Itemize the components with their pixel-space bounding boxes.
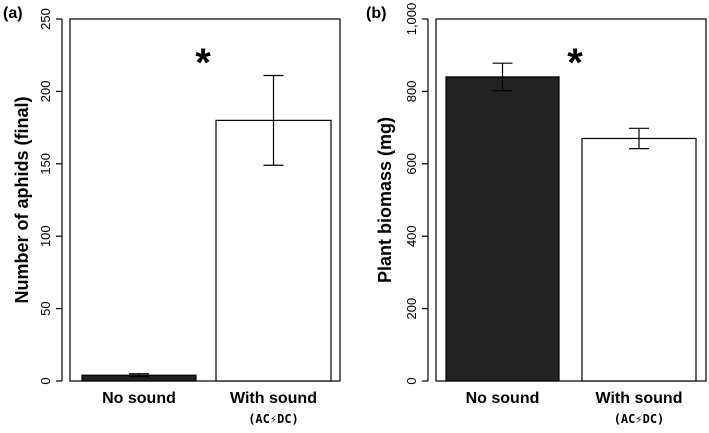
y-tick-label: 200 <box>404 298 419 320</box>
category-sublabel: (AC⚡DC) <box>248 412 299 426</box>
category-sublabel: (AC⚡DC) <box>614 412 665 426</box>
y-axis-label: Number of aphids (final) <box>12 96 32 303</box>
y-tick-label: 100 <box>38 225 53 247</box>
significance-star: * <box>195 41 211 85</box>
category-label: No sound <box>102 390 176 407</box>
y-tick-label: 0 <box>404 377 419 384</box>
y-tick-label: 50 <box>38 301 53 315</box>
panel-b: 0 200 400 600 800 1,000 Plant biomass (mg) (b) N… <box>366 3 707 426</box>
bar <box>581 137 697 382</box>
panel-a: 0 50 100 150 200 250 Number of aphids (final) (… <box>3 5 341 426</box>
y-tick-label: 250 <box>38 8 53 30</box>
category-label: With sound <box>596 390 683 407</box>
panel-label: (b) <box>366 5 386 22</box>
y-axis-label: Plant biomass (mg) <box>375 117 395 283</box>
y-tick-label: 1,000 <box>404 3 419 36</box>
bar <box>445 76 560 382</box>
category-label: With sound <box>230 390 317 407</box>
panel-label: (a) <box>3 5 23 22</box>
category-label: No sound <box>466 390 540 407</box>
y-tick-label: 600 <box>404 153 419 175</box>
y-tick-label: 800 <box>404 81 419 103</box>
plot-frame <box>69 18 341 382</box>
plot-frame <box>435 18 707 382</box>
y-tick-label: 0 <box>38 377 53 384</box>
significance-star: * <box>567 41 583 85</box>
y-tick-label: 400 <box>404 225 419 247</box>
y-tick-label: 200 <box>38 81 53 103</box>
y-tick-label: 150 <box>38 153 53 175</box>
